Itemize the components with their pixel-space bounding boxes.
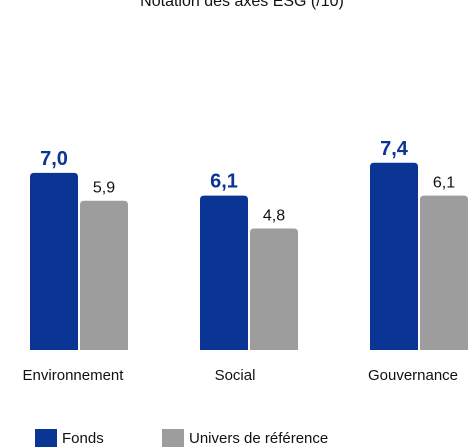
legend-item-fonds-label: Fonds [62, 430, 104, 447]
chart-title: Notation des axes ESG (/10) [140, 0, 344, 10]
category-label-environnement: Environnement [23, 367, 125, 384]
fonds-bar-social [200, 195, 248, 350]
reference-value-label-environnement: 5,9 [93, 180, 115, 197]
fonds-bar-environnement [30, 172, 78, 350]
legend-item-univers-de-reference-swatch [162, 429, 184, 447]
fonds-value-label-environnement: 7,0 [40, 148, 68, 170]
category-label-social: Social [215, 367, 256, 384]
labels-layer: 7,0 5,9 Environnement 6,1 4,8 Social 7,4 6,1 Gou… [23, 138, 458, 384]
reference-bar-environnement [80, 200, 128, 350]
reference-bar-social [250, 228, 298, 350]
bars-layer [30, 162, 468, 350]
fonds-value-label-gouvernance: 7,4 [380, 138, 409, 160]
category-label-gouvernance: Gouvernance [368, 367, 458, 384]
fonds-value-label-social: 6,1 [210, 171, 238, 193]
legend-item-fonds-swatch [35, 429, 57, 447]
reference-bar-gouvernance [420, 195, 468, 350]
legend-item-univers-de-reference-label: Univers de référence [189, 430, 328, 447]
reference-value-label-social: 4,8 [263, 208, 285, 225]
legend: Fonds Univers de référence [35, 429, 328, 447]
reference-value-label-gouvernance: 6,1 [433, 175, 455, 192]
fonds-bar-gouvernance [370, 162, 418, 350]
